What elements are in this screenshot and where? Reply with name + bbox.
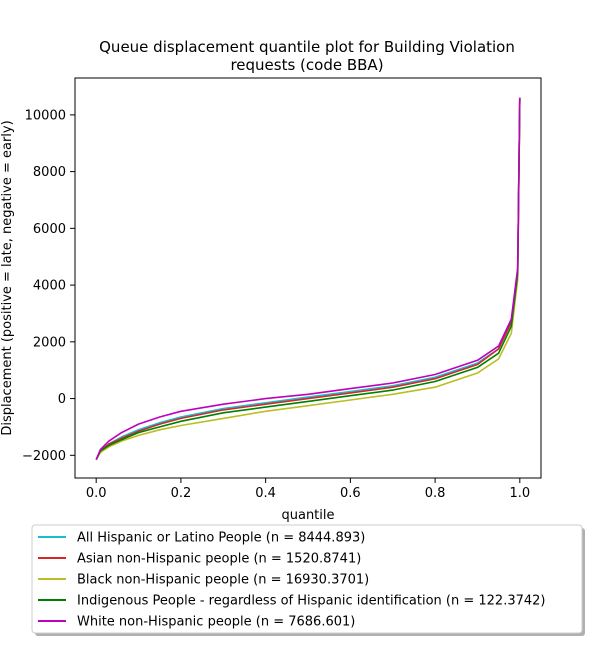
series-line-4 <box>95 97 521 460</box>
chart-title-line-1: Queue displacement quantile plot for Bui… <box>99 38 515 56</box>
legend-label: Black non-Hispanic people (n = 16930.370… <box>77 573 369 588</box>
x-tick-label: 0.8 <box>425 486 446 501</box>
legend: All Hispanic or Latino People (n = 8444.… <box>31 524 585 636</box>
y-axis-label: Displacement (positive = late, negative … <box>0 120 15 435</box>
x-tick-label: 0.6 <box>340 486 361 501</box>
y-tick-label: 4000 <box>33 279 66 294</box>
legend-label: White non-Hispanic people (n = 7686.601) <box>77 615 355 630</box>
x-tick-label: 1.0 <box>509 486 530 501</box>
y-tick-label: 10000 <box>25 108 66 123</box>
series-lines <box>95 97 521 461</box>
legend-entries: All Hispanic or Latino People (n = 8444.… <box>38 531 546 630</box>
y-tick-label: 0 <box>58 392 66 407</box>
y-tick-label: 6000 <box>33 222 66 237</box>
legend-label: Indigenous People - regardless of Hispan… <box>77 594 546 609</box>
chart-title-line-2: requests (code BBA) <box>230 56 383 74</box>
x-tick-label: 0.2 <box>171 486 192 501</box>
series-line-5 <box>95 97 521 460</box>
x-axis-label: quantile <box>281 508 334 523</box>
x-tick-label: 0.0 <box>86 486 107 501</box>
legend-label: Asian non-Hispanic people (n = 1520.8741… <box>77 552 361 567</box>
y-tick-label: 8000 <box>33 165 66 180</box>
series-line-2 <box>95 97 521 460</box>
x-tick-label: 0.4 <box>255 486 276 501</box>
y-tick-label: −2000 <box>22 449 66 464</box>
series-line-3 <box>95 97 521 461</box>
legend-box <box>31 524 583 634</box>
x-axis-ticks: 0.0 0.2 0.4 0.6 0.8 1.0 <box>86 478 530 501</box>
plot-area <box>74 77 542 479</box>
y-tick-label: 2000 <box>33 335 66 350</box>
y-axis-ticks: −2000 0 2000 4000 6000 8000 10000 <box>22 108 75 464</box>
legend-label: All Hispanic or Latino People (n = 8444.… <box>77 531 365 546</box>
